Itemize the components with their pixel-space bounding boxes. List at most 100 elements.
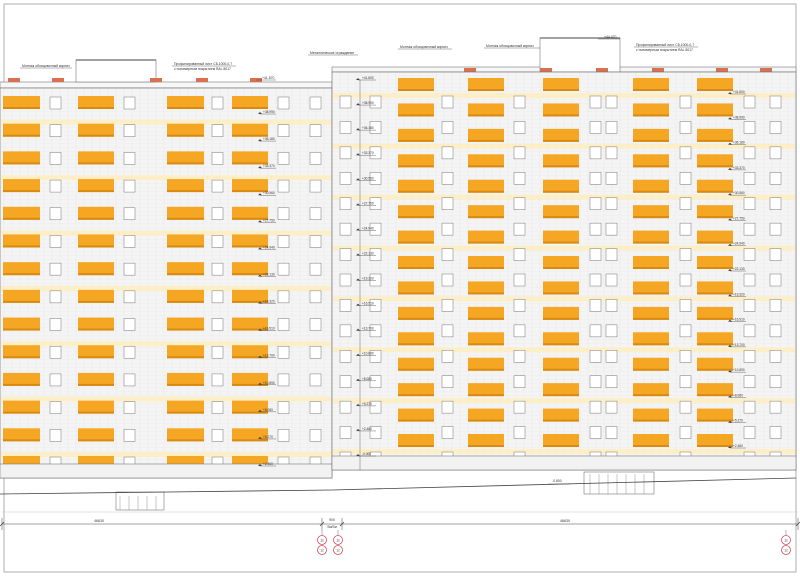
balcony xyxy=(167,206,204,220)
level-label-left: +5.270 xyxy=(263,435,273,439)
balcony-slab xyxy=(468,241,504,244)
window xyxy=(123,235,136,248)
window xyxy=(211,179,224,193)
window xyxy=(589,95,602,109)
roof-vent xyxy=(8,78,20,82)
window xyxy=(513,248,526,261)
balcony xyxy=(167,372,204,386)
balcony xyxy=(697,281,733,295)
window xyxy=(589,273,602,287)
balcony-slab xyxy=(398,216,434,219)
balcony xyxy=(398,357,434,371)
window xyxy=(679,172,692,185)
balcony-slab xyxy=(633,216,669,219)
balcony xyxy=(697,256,733,269)
window xyxy=(743,324,756,338)
window xyxy=(589,248,602,261)
balcony-slab xyxy=(633,394,669,397)
balcony xyxy=(167,96,204,109)
balcony-slab xyxy=(543,190,579,193)
balcony-slab xyxy=(697,368,733,371)
window xyxy=(309,235,322,248)
level-label-right: +41.800 xyxy=(733,90,745,94)
level-arrow xyxy=(356,403,360,406)
level-arrow xyxy=(356,128,360,131)
balcony-slab xyxy=(468,216,504,219)
level-marks: +41.570 +38.990 +36.180 +33.370 +30.560 +27.7… xyxy=(256,35,746,485)
window xyxy=(309,262,322,276)
window xyxy=(309,96,322,110)
balcony-slab xyxy=(468,292,504,295)
balcony-slab xyxy=(697,267,733,269)
balcony xyxy=(3,428,40,442)
balcony xyxy=(3,96,40,109)
window xyxy=(339,222,352,236)
level-label-left: +10.890 xyxy=(263,381,275,385)
balcony xyxy=(3,234,40,248)
accent-band xyxy=(1,341,331,347)
level-ground: -0.800 xyxy=(552,479,562,483)
balcony xyxy=(543,179,579,193)
balcony-slab xyxy=(167,383,204,386)
balcony-slab xyxy=(167,300,204,303)
dimension-tick xyxy=(0,521,5,527)
balcony-slab xyxy=(633,317,669,320)
window xyxy=(277,290,290,304)
window xyxy=(441,222,454,236)
level-label-left: +27.750 xyxy=(263,218,275,222)
balcony-slab xyxy=(167,134,204,137)
level-arrow xyxy=(258,328,262,331)
window xyxy=(743,299,756,312)
window xyxy=(769,350,782,363)
accent-band xyxy=(333,296,795,302)
balcony-slab xyxy=(543,267,579,269)
dimension-tick xyxy=(795,521,800,527)
balcony xyxy=(78,234,114,248)
window xyxy=(513,222,526,236)
accent-band xyxy=(333,398,795,404)
level-label-right: +19.320 xyxy=(733,292,745,296)
window xyxy=(589,375,602,388)
level-arrow xyxy=(728,395,732,398)
window xyxy=(769,299,782,312)
balcony xyxy=(398,128,434,142)
balcony-slab xyxy=(3,439,40,442)
level-label-right-side: +5.270 xyxy=(362,402,372,406)
level-label-right: +8.080 xyxy=(733,393,743,397)
window xyxy=(441,324,454,338)
level-label-right-side: +33.370 xyxy=(362,151,374,155)
callout-left-brick: Монтаж облицовочный кирпич xyxy=(22,64,70,68)
balcony-slab xyxy=(232,190,268,193)
level-label-left: +24.940 xyxy=(263,245,275,249)
balcony xyxy=(468,205,504,219)
level-arrow xyxy=(356,228,360,231)
window xyxy=(441,248,454,261)
dimension-lines: 46630 900 Sм/Sм 46630 1с 1с 1с 1с 1с 1с xyxy=(0,511,800,555)
window xyxy=(211,318,224,331)
window xyxy=(49,290,62,304)
balcony xyxy=(78,206,114,220)
balcony-slab xyxy=(633,445,669,447)
balcony xyxy=(398,78,434,91)
balcony xyxy=(3,317,40,331)
window xyxy=(309,179,322,193)
right-roof-structure xyxy=(539,37,621,73)
roof-vent xyxy=(652,68,664,72)
axis-bubble xyxy=(317,545,327,555)
balcony xyxy=(398,281,434,295)
balcony xyxy=(167,317,204,331)
window xyxy=(339,121,352,134)
balcony xyxy=(78,428,114,442)
balcony xyxy=(543,383,579,397)
window xyxy=(589,400,602,414)
balcony xyxy=(398,205,434,219)
level-arrow xyxy=(728,243,732,246)
window xyxy=(369,121,382,134)
balcony xyxy=(78,317,114,331)
window xyxy=(513,121,526,134)
roof-vent xyxy=(150,78,162,82)
window xyxy=(679,324,692,338)
balcony-slab xyxy=(697,216,733,219)
window xyxy=(123,318,136,331)
